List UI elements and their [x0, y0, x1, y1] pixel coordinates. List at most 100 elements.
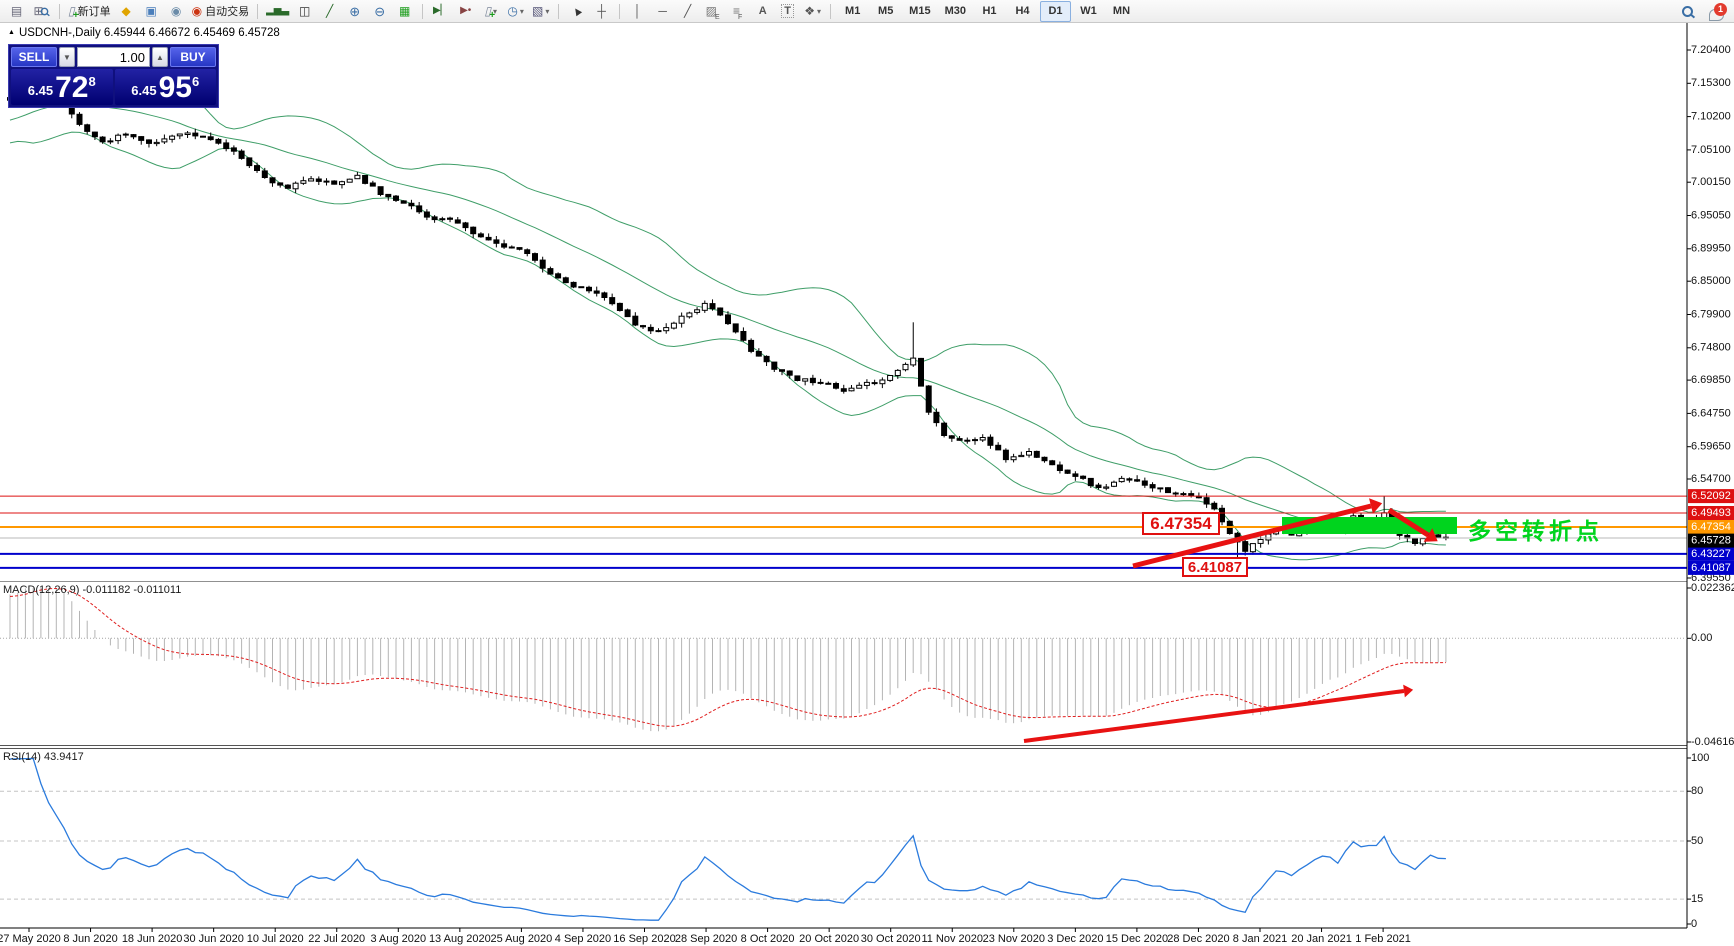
- annotations[interactable]: [1023, 498, 1457, 743]
- macd-tick-label: -0.046165: [1691, 736, 1734, 748]
- price-tick-label: 6.79900: [1691, 308, 1731, 320]
- candle-body: [447, 217, 453, 220]
- periods-button[interactable]: ◷: [504, 2, 527, 21]
- level-price-badge-text: 6.43227: [1691, 548, 1731, 560]
- text-label-tool-icon[interactable]: T: [776, 2, 799, 21]
- candle-body: [215, 138, 222, 144]
- vertical-line-tool-icon[interactable]: │: [633, 4, 642, 18]
- timeframe-button-H4[interactable]: H4: [1015, 5, 1030, 17]
- terminal-icon[interactable]: ▣: [145, 4, 157, 18]
- candle-body: [863, 381, 870, 386]
- buy-button[interactable]: BUY: [170, 47, 216, 67]
- macd-trend-arrow[interactable]: [1023, 689, 1405, 743]
- level-price-badge: [1688, 489, 1734, 504]
- date-tick-label: 23 Nov 2020: [983, 933, 1045, 945]
- green-pivot-zone[interactable]: [1282, 517, 1457, 534]
- toolbar-separator: [619, 3, 621, 19]
- candle-body: [562, 277, 569, 284]
- channel-tool-icon[interactable]: ▨ E: [705, 4, 720, 21]
- candle-body: [887, 375, 894, 381]
- sell-button[interactable]: SELL: [11, 47, 57, 67]
- buy-price-display[interactable]: 6.45 95 6: [114, 69, 216, 105]
- date-tick-label: 16 Sep 2020: [613, 933, 675, 945]
- trendline-tool-icon[interactable]: ╱: [684, 4, 692, 18]
- crosshair-tool-icon[interactable]: ┼: [597, 4, 606, 18]
- autotrading-button[interactable]: ◉ 自动交易: [191, 4, 250, 18]
- volume-decrease-button[interactable]: ▼: [59, 47, 75, 67]
- candle-body: [779, 369, 785, 372]
- support-price-label[interactable]: 6.47354: [1142, 512, 1220, 535]
- candle-body: [385, 193, 392, 198]
- candle-body: [269, 177, 276, 184]
- notifications-icon[interactable]: 1: [1703, 2, 1729, 21]
- candle-body: [1126, 478, 1133, 481]
- candle-body: [686, 312, 693, 318]
- candle-body: [972, 439, 978, 442]
- chart-shift-icon[interactable]: ▶▏: [432, 5, 449, 16]
- cursor-tool-icon[interactable]: ▲: [567, 1, 586, 21]
- timeframe-button-MN[interactable]: MN: [1112, 5, 1131, 17]
- timeframe-button-M15[interactable]: M15: [909, 5, 931, 17]
- timeframe-button-M30[interactable]: M30: [944, 5, 966, 17]
- candle-body: [485, 236, 492, 241]
- candlestick-mode-icon[interactable]: ◫: [299, 4, 311, 18]
- timeframe-button-H1[interactable]: H1: [982, 5, 997, 17]
- candle-body: [261, 170, 268, 178]
- date-axis: 27 May 2020 8 Jun 2020 18 Jun 2020 30 Jun 2…: [0, 928, 1411, 945]
- charts-list-icon[interactable]: ▤: [10, 4, 23, 18]
- signal-icon[interactable]: ◉: [170, 4, 182, 18]
- timeframe-button-M1[interactable]: M1: [845, 5, 861, 17]
- bull-arrow[interactable]: [1132, 503, 1372, 569]
- candle-body: [369, 182, 376, 187]
- volume-input[interactable]: [77, 47, 150, 67]
- candle-body: [879, 379, 886, 385]
- toolbar-separator: [59, 3, 60, 19]
- auto-scroll-icon[interactable]: ▶•: [460, 5, 472, 16]
- arrows-tool-icon[interactable]: ❖: [801, 2, 824, 21]
- candle-body: [640, 325, 646, 328]
- candle-body: [817, 381, 824, 384]
- date-tick-label: 15 Dec 2020: [1106, 933, 1168, 945]
- candle-body: [586, 286, 592, 292]
- date-tick-label: 11 Nov 2020: [921, 933, 983, 945]
- line-chart-mode-icon[interactable]: ╱: [326, 4, 334, 18]
- timeframe-button-D1[interactable]: D1: [1039, 0, 1071, 22]
- candle-body: [1026, 451, 1032, 456]
- support-price-label[interactable]: 6.41087: [1182, 557, 1248, 577]
- volume-increase-button[interactable]: ▲: [152, 47, 168, 67]
- timeframe-button-W1[interactable]: W1: [1080, 5, 1097, 17]
- date-tick-label: 18 Jun 2020: [122, 933, 183, 945]
- level-lines[interactable]: [0, 495, 1687, 569]
- fibonacci-tool-icon[interactable]: ≡ F: [733, 4, 743, 21]
- text-tool-icon[interactable]: A: [758, 5, 767, 17]
- candle-body: [547, 268, 554, 275]
- templates-button[interactable]: ▧: [529, 2, 552, 21]
- data-window-icon[interactable]: ⊞: [30, 2, 53, 21]
- horizontal-line-tool-icon[interactable]: ─: [658, 4, 667, 18]
- price-tick-label: 6.59650: [1691, 441, 1731, 453]
- candle-body: [377, 186, 384, 195]
- candle-body: [238, 150, 245, 159]
- bear-arrow[interactable]: [1387, 507, 1430, 538]
- bar-chart-mode-icon[interactable]: ▂▅▃: [266, 5, 290, 16]
- candle-body: [462, 222, 469, 229]
- sell-price-display[interactable]: 6.45 72 8: [11, 69, 113, 105]
- date-tick-label: 30 Jun 2020: [183, 933, 244, 945]
- candle-body: [200, 135, 206, 138]
- timeframe-button-M5[interactable]: M5: [878, 5, 894, 17]
- candle-body: [192, 132, 199, 137]
- candle-body: [670, 322, 677, 329]
- zoom-out-icon[interactable]: ⊖: [374, 3, 386, 19]
- indicators-button[interactable]: ▯ +: [479, 2, 502, 21]
- tile-windows-icon[interactable]: ▦: [399, 4, 411, 18]
- candle-body: [362, 175, 369, 184]
- date-tick-label: 8 Jan 2021: [1233, 933, 1287, 945]
- toolbar-separator: [830, 3, 832, 19]
- chinese-annotation-text[interactable]: 多空转折点: [1468, 518, 1603, 544]
- search-icon[interactable]: [1676, 2, 1699, 21]
- history-center-icon[interactable]: ◆: [121, 4, 131, 18]
- candle-body: [755, 351, 762, 357]
- zoom-in-icon[interactable]: ⊕: [349, 3, 361, 19]
- new-order-button[interactable]: ▯ + 新订单: [68, 4, 111, 21]
